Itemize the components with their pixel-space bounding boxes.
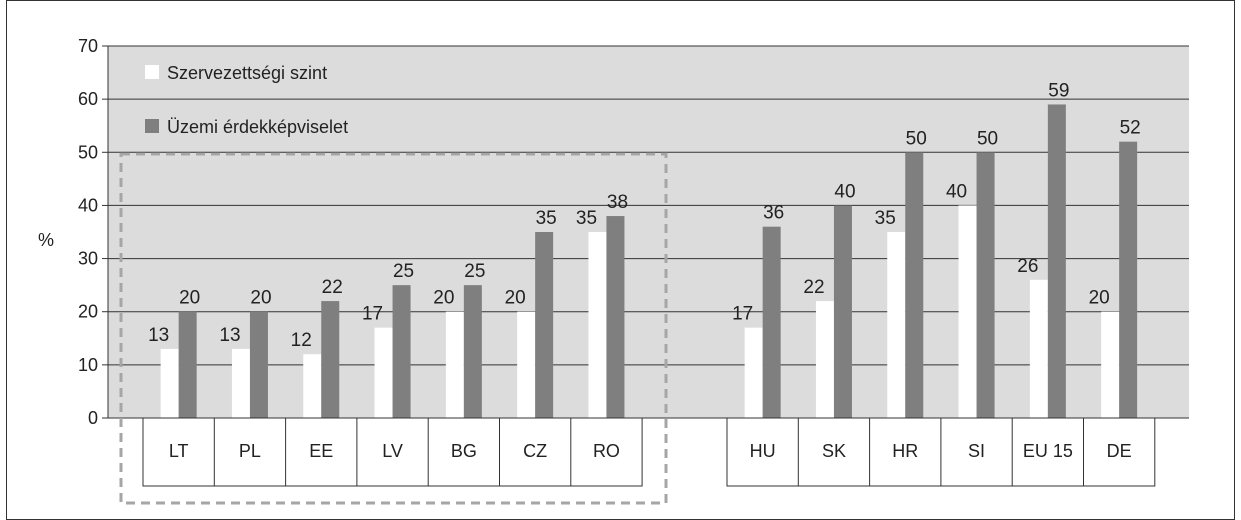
data-label-uzemi-erdekkepviselet: 40 [834, 181, 855, 202]
category-label: EU 15 [1023, 441, 1073, 461]
data-label-uzemi-erdekkepviselet: 52 [1120, 118, 1141, 139]
data-label-szervezettsegi-szint: 20 [433, 288, 454, 309]
bar-szervezettsegi-szint [588, 232, 607, 418]
bar-szervezettsegi-szint [1029, 279, 1048, 418]
data-label-szervezettsegi-szint: 26 [1017, 256, 1038, 277]
bar-uzemi-erdekkepviselet [392, 285, 411, 418]
data-label-szervezettsegi-szint: 12 [291, 330, 312, 351]
data-label-szervezettsegi-szint: 17 [732, 304, 753, 325]
bar-uzemi-erdekkepviselet [606, 216, 625, 418]
bar-szervezettsegi-szint [231, 348, 250, 418]
y-axis: 0 10 20 30 40 50 60 70 [78, 36, 109, 428]
highlight-box-layer [119, 152, 668, 505]
category-label: PL [239, 441, 261, 461]
category-label: EE [309, 441, 333, 461]
bar-uzemi-erdekkepviselet [762, 226, 781, 418]
bar-uzemi-erdekkepviselet [535, 232, 554, 418]
data-label-szervezettsegi-szint: 35 [875, 208, 896, 229]
category-label: DE [1107, 441, 1132, 461]
highlight-box [119, 152, 668, 505]
legend-label: Szervezettségi szint [167, 63, 327, 83]
bar-uzemi-erdekkepviselet [1119, 141, 1138, 418]
category-boxes: LT PL EE LV BG CZ RO HU SK HR SI EU 15 DE [142, 417, 1156, 487]
data-label-uzemi-erdekkepviselet: 35 [536, 208, 557, 229]
data-label-uzemi-erdekkepviselet: 22 [322, 277, 343, 298]
y-tick-label: 70 [78, 36, 98, 56]
data-label-szervezettsegi-szint: 20 [505, 288, 526, 309]
category-label: CZ [523, 441, 547, 461]
bars [160, 104, 1138, 419]
plot-area [108, 46, 1189, 418]
data-label-szervezettsegi-szint: 22 [803, 277, 824, 298]
legend-swatch [145, 65, 159, 79]
data-label-szervezettsegi-szint: 20 [1089, 288, 1110, 309]
y-tick-label: 50 [78, 142, 98, 162]
y-tick-label: 10 [78, 355, 98, 375]
bar-uzemi-erdekkepviselet [976, 152, 995, 419]
data-label-szervezettsegi-szint: 17 [362, 304, 383, 325]
bar-szervezettsegi-szint [517, 311, 536, 418]
legend-label: Üzemi érdekképviselet [167, 117, 348, 137]
category-label: LT [169, 441, 189, 461]
bar-szervezettsegi-szint [160, 348, 179, 418]
bar-szervezettsegi-szint [815, 301, 834, 418]
data-label-uzemi-erdekkepviselet: 20 [250, 288, 271, 309]
data-label-szervezettsegi-szint: 35 [576, 208, 597, 229]
data-label-uzemi-erdekkepviselet: 25 [464, 261, 485, 282]
bar-szervezettsegi-szint [445, 311, 464, 418]
y-axis-title: % [38, 230, 54, 250]
bar-uzemi-erdekkepviselet [905, 152, 924, 419]
bar-szervezettsegi-szint [958, 205, 977, 418]
bar-szervezettsegi-szint [303, 354, 322, 418]
data-label-uzemi-erdekkepviselet: 25 [393, 261, 414, 282]
bar-szervezettsegi-szint [887, 232, 906, 418]
bar-szervezettsegi-szint [374, 327, 393, 418]
y-tick-label: 20 [78, 302, 98, 322]
category-label: LV [382, 441, 403, 461]
bar-szervezettsegi-szint [1101, 311, 1120, 418]
y-tick-label: 30 [78, 249, 98, 269]
category-label: RO [593, 441, 620, 461]
bar-uzemi-erdekkepviselet [321, 301, 340, 418]
category-label: HR [892, 441, 918, 461]
data-labels: 13 20 13 20 12 22 17 25 20 25 20 35 35 38 17 36 22 40 35 50… [148, 80, 1141, 351]
data-label-uzemi-erdekkepviselet: 50 [906, 128, 927, 149]
bar-szervezettsegi-szint [744, 327, 763, 418]
bar-uzemi-erdekkepviselet [1047, 104, 1066, 418]
category-label: HU [750, 441, 776, 461]
data-label-uzemi-erdekkepviselet: 36 [763, 203, 784, 224]
bar-uzemi-erdekkepviselet [249, 311, 268, 418]
bar-uzemi-erdekkepviselet [833, 205, 852, 418]
y-tick-label: 40 [78, 195, 98, 215]
data-label-uzemi-erdekkepviselet: 59 [1048, 80, 1069, 101]
category-label: SI [968, 441, 985, 461]
data-label-uzemi-erdekkepviselet: 38 [607, 192, 628, 213]
y-tick-label: 60 [78, 89, 98, 109]
category-label: BG [451, 441, 477, 461]
legend: Szervezettségi szint Üzemi érdekképvisele… [145, 63, 348, 137]
data-label-uzemi-erdekkepviselet: 50 [977, 128, 998, 149]
category-group-box [142, 417, 643, 487]
data-label-szervezettsegi-szint: 13 [148, 325, 169, 346]
bar-uzemi-erdekkepviselet [463, 285, 482, 418]
data-label-szervezettsegi-szint: 40 [946, 181, 967, 202]
bar-uzemi-erdekkepviselet [178, 311, 197, 418]
data-label-szervezettsegi-szint: 13 [219, 325, 240, 346]
y-tick-label: 0 [88, 408, 98, 428]
legend-swatch [145, 119, 159, 133]
data-label-uzemi-erdekkepviselet: 20 [179, 288, 200, 309]
category-label: SK [822, 441, 846, 461]
